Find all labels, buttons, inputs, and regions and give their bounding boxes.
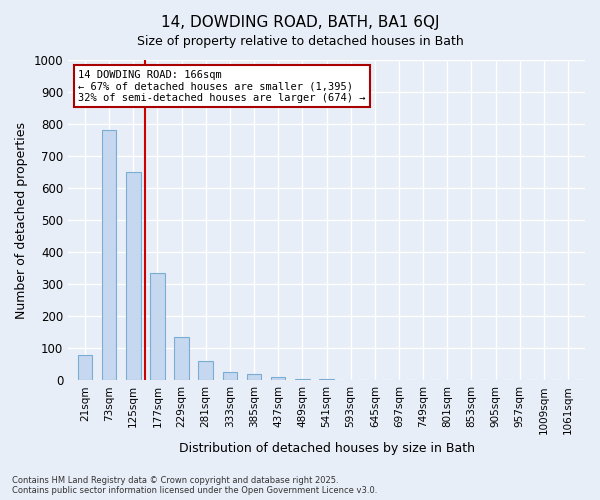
Bar [295, 378, 310, 380]
Bar [126, 172, 140, 380]
Bar [175, 337, 189, 380]
Bar [247, 374, 261, 380]
Text: 14, DOWDING ROAD, BATH, BA1 6QJ: 14, DOWDING ROAD, BATH, BA1 6QJ [161, 15, 439, 30]
Bar [199, 361, 213, 380]
Bar [150, 273, 164, 380]
Bar [271, 377, 286, 380]
Y-axis label: Number of detached properties: Number of detached properties [15, 122, 28, 318]
Text: Contains HM Land Registry data © Crown copyright and database right 2025.
Contai: Contains HM Land Registry data © Crown c… [12, 476, 377, 495]
Bar [223, 372, 237, 380]
Text: 14 DOWDING ROAD: 166sqm
← 67% of detached houses are smaller (1,395)
32% of semi: 14 DOWDING ROAD: 166sqm ← 67% of detache… [79, 70, 366, 103]
X-axis label: Distribution of detached houses by size in Bath: Distribution of detached houses by size … [179, 442, 475, 455]
Text: Size of property relative to detached houses in Bath: Size of property relative to detached ho… [137, 35, 463, 48]
Bar [102, 130, 116, 380]
Bar [78, 354, 92, 380]
Bar [319, 379, 334, 380]
